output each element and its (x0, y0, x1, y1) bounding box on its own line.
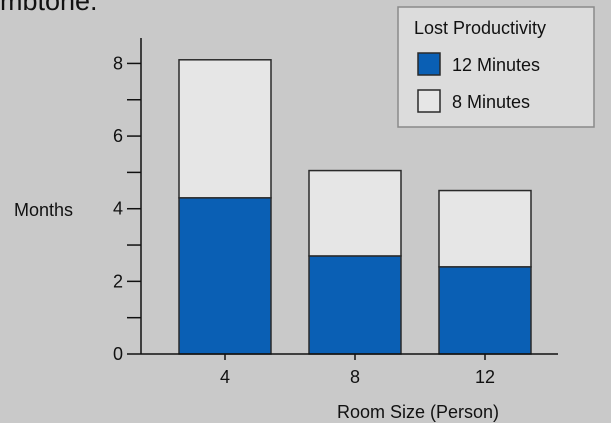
bar-segment (438, 189, 532, 268)
y-tick-label: 4 (113, 199, 123, 219)
bar-segment (178, 197, 272, 355)
y-tick-label: 0 (113, 344, 123, 364)
y-tick-label: 6 (113, 126, 123, 146)
x-axis-label: Room Size (Person) (337, 402, 499, 422)
y-tick-label: 8 (113, 53, 123, 73)
bar-segment (438, 266, 532, 355)
legend: Lost Productivity 12 Minutes 8 Minutes (397, 6, 595, 128)
top-text-fragment: mbtone. (0, 0, 98, 16)
legend-label: 8 Minutes (452, 92, 530, 112)
legend-label: 12 Minutes (452, 55, 540, 75)
bar-segment (308, 255, 402, 355)
bar-segment (178, 59, 272, 199)
legend-swatch (417, 89, 441, 113)
axes-layer (140, 38, 558, 355)
legend-items: 12 Minutes 8 Minutes (417, 52, 540, 113)
bar-segment (308, 169, 402, 257)
x-tick-label: 8 (350, 367, 360, 387)
x-tick-label: 12 (475, 367, 495, 387)
legend-swatch (417, 52, 441, 76)
y-axis-label: Months (14, 200, 73, 220)
x-tick-label: 4 (220, 367, 230, 387)
bars-layer (178, 59, 532, 355)
ticks-layer: 0 2 4 6 8 4 8 12 (113, 53, 495, 387)
y-tick-label: 2 (113, 271, 123, 291)
legend-title: Lost Productivity (414, 18, 546, 38)
